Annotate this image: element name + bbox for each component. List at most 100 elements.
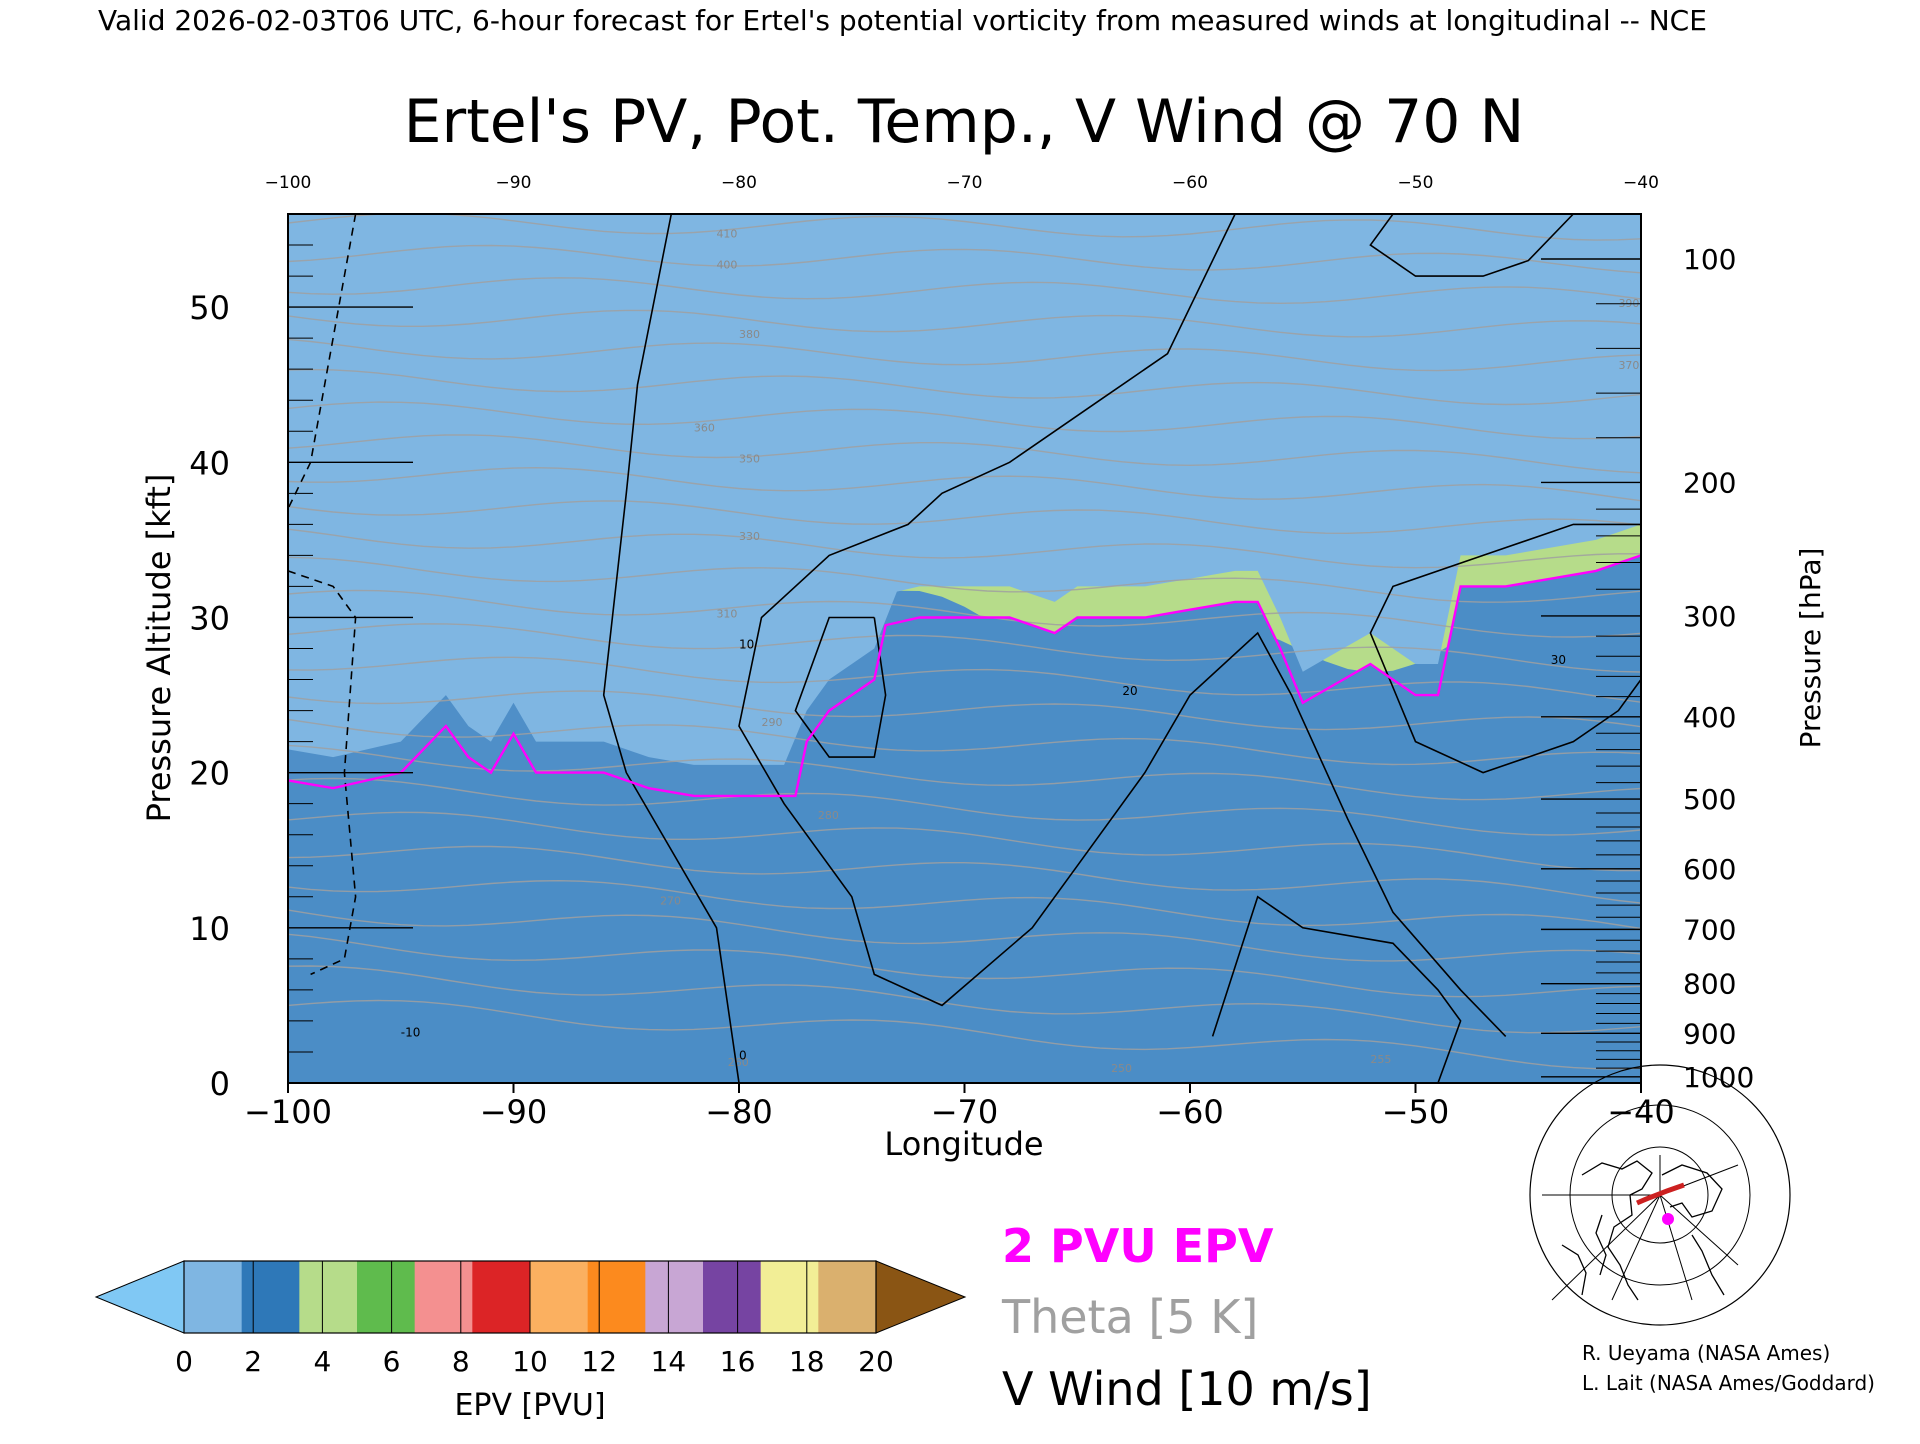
colorbar-tick-label: 14 bbox=[651, 1345, 687, 1378]
header-line: Valid 2026-02-03T06 UTC, 6-hour forecast… bbox=[98, 4, 1707, 37]
theta-contour-label: 410 bbox=[716, 227, 737, 240]
colorbar-segment bbox=[587, 1261, 646, 1333]
colorbar-under-arrow bbox=[94, 1260, 185, 1334]
legend-theta: Theta [5 K] bbox=[1001, 1290, 1258, 1344]
colorbar-tick-label: 4 bbox=[313, 1345, 331, 1378]
theta-contour-label: 250 bbox=[1111, 1062, 1132, 1075]
v-wind-contour-label: 0 bbox=[739, 1049, 747, 1063]
theta-contour-line bbox=[288, 466, 1641, 502]
theta-contour-line bbox=[288, 879, 1641, 930]
theta-contour-label: 360 bbox=[694, 421, 715, 434]
colorbar-segment bbox=[357, 1261, 416, 1333]
colorbar-tick-label: 16 bbox=[720, 1345, 756, 1378]
x-tick-label: −50 bbox=[1382, 1093, 1450, 1131]
theta-contour-label: 330 bbox=[739, 530, 760, 543]
theta-contour-line bbox=[288, 965, 1641, 1034]
epv-band bbox=[288, 214, 1641, 765]
theta-contour-label: 350 bbox=[739, 452, 760, 465]
pressure-tick-label: 100 bbox=[1683, 243, 1736, 276]
x-top-tick-label: −80 bbox=[721, 173, 757, 193]
colorbar-label: EPV [PVU] bbox=[454, 1388, 605, 1423]
colorbar-segment bbox=[703, 1261, 762, 1333]
theta-contour-line bbox=[288, 656, 1641, 703]
theta-contour-label: 310 bbox=[716, 607, 737, 620]
theta-contour-label: 380 bbox=[739, 328, 760, 341]
theta-contour-line bbox=[288, 845, 1641, 904]
colorbar-segment bbox=[299, 1261, 358, 1333]
theta-contour-line bbox=[288, 690, 1641, 731]
y-tick-label: 30 bbox=[189, 599, 230, 637]
polar-map-icon bbox=[1529, 1064, 1791, 1326]
pressure-tick-label: 500 bbox=[1683, 783, 1736, 816]
x-axis-label: Longitude bbox=[884, 1125, 1043, 1163]
colorbar-tick-label: 20 bbox=[858, 1345, 894, 1378]
pressure-tick-label: 200 bbox=[1683, 466, 1736, 499]
y-tick-label: 20 bbox=[189, 755, 230, 793]
colorbar-tick-label: 2 bbox=[244, 1345, 262, 1378]
theta-contour-line bbox=[288, 338, 1641, 372]
v-wind-contours: -10 0 10 20 30 bbox=[288, 214, 1641, 1083]
x-tick-label: −70 bbox=[931, 1093, 999, 1131]
y-axis: 0 10 20 30 40 50 bbox=[189, 244, 413, 1103]
pressure-tick-label: 900 bbox=[1683, 1017, 1736, 1050]
theta-contour-line bbox=[288, 744, 1641, 801]
v-wind-contour-line bbox=[1211, 895, 1462, 1083]
colorbar-segment bbox=[472, 1261, 531, 1333]
v-wind-contour-line bbox=[794, 616, 887, 758]
theta-contour-line bbox=[288, 528, 1641, 569]
y-tick-label: 0 bbox=[210, 1065, 230, 1103]
inset-map bbox=[1529, 1064, 1791, 1326]
epv-layers bbox=[288, 214, 1641, 1083]
legend-vwind: V Wind [10 m/s] bbox=[1002, 1362, 1372, 1416]
x-top-tick-label: −70 bbox=[947, 173, 983, 193]
pressure-tick-label: 700 bbox=[1683, 913, 1736, 946]
theta-contour-line bbox=[288, 277, 1641, 305]
x-top-tick-label: −50 bbox=[1398, 173, 1434, 193]
x-top-tick-label: −40 bbox=[1623, 173, 1659, 193]
pressure-tick-label: 400 bbox=[1683, 701, 1736, 734]
x-top-tick-label: −60 bbox=[1172, 173, 1208, 193]
pressure-tick-label: 600 bbox=[1683, 853, 1736, 886]
colorbar-segment bbox=[414, 1261, 473, 1333]
x-top-tick-label: −100 bbox=[265, 173, 312, 193]
v-wind-contour-line bbox=[1369, 523, 1641, 774]
theta-contour-line bbox=[288, 623, 1641, 673]
x-tick-label: −60 bbox=[1156, 1093, 1224, 1131]
pressure-tick-label: 800 bbox=[1683, 968, 1736, 1001]
colorbar-tick-label: 10 bbox=[512, 1345, 548, 1378]
v-wind-contour-line bbox=[602, 214, 740, 1083]
colorbar-tick-label: 8 bbox=[452, 1345, 470, 1378]
theta-contour-label: 400 bbox=[716, 258, 737, 271]
colorbar-segment bbox=[645, 1261, 704, 1333]
x-tick-label: −40 bbox=[1607, 1093, 1675, 1131]
v-wind-contour-line bbox=[1369, 214, 1574, 277]
theta-contour-line bbox=[288, 556, 1641, 603]
v-wind-contour-line bbox=[738, 214, 1507, 1037]
theta-contour-label: 260 bbox=[728, 1056, 749, 1069]
theta-contour-line bbox=[288, 811, 1641, 872]
theta-contour-label: 270 bbox=[660, 895, 681, 908]
theta-contour-line bbox=[288, 909, 1641, 962]
x-tick-label: −90 bbox=[480, 1093, 548, 1131]
colorbar-tick-label: 0 bbox=[175, 1345, 193, 1378]
x-tick-label: −80 bbox=[705, 1093, 773, 1131]
colorbar-tick-label: 6 bbox=[383, 1345, 401, 1378]
pv2-line bbox=[288, 554, 1641, 798]
pressure-tick-label: 300 bbox=[1683, 600, 1736, 633]
x-top-tick-label: −90 bbox=[496, 173, 532, 193]
x-axis-top: −100 −90 −80 −70 −60 −50 −40 bbox=[265, 173, 1659, 193]
theta-contour-line bbox=[288, 933, 1641, 998]
theta-contour-line bbox=[288, 244, 1641, 274]
theta-contour-line bbox=[288, 589, 1641, 638]
v-wind-contour-line bbox=[288, 214, 357, 510]
v-wind-contour-label: -10 bbox=[401, 1025, 421, 1039]
colorbar-tick-label: 12 bbox=[581, 1345, 617, 1378]
theta-contour-line bbox=[288, 401, 1641, 440]
pressure-axis-label: Pressure [hPa] bbox=[1794, 548, 1827, 749]
y-tick-label: 10 bbox=[189, 910, 230, 948]
x-tick-label: −100 bbox=[244, 1093, 332, 1131]
credit-line-1: R. Ueyama (NASA Ames) bbox=[1582, 1341, 1830, 1365]
theta-contour-label: 255 bbox=[1370, 1053, 1391, 1066]
colorbar-tick-label: 18 bbox=[789, 1345, 825, 1378]
v-wind-contour-label: 30 bbox=[1551, 653, 1566, 667]
